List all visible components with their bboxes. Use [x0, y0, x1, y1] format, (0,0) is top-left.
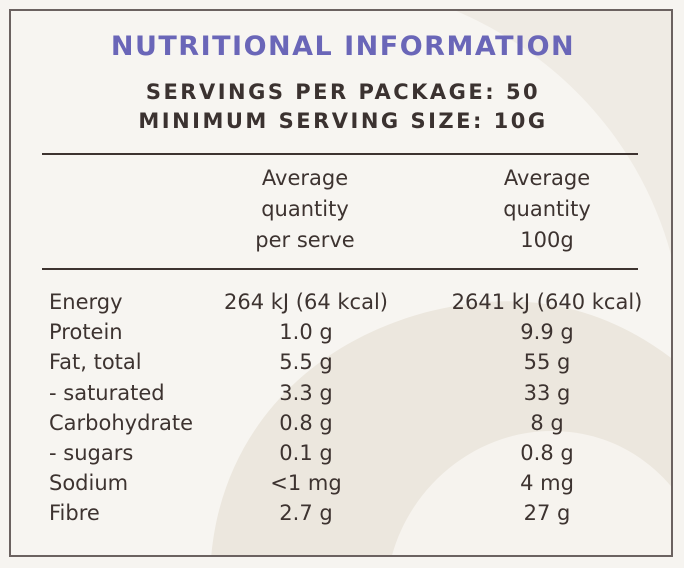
minimum-serving-size: MINIMUM SERVING SIZE: 10G	[138, 109, 548, 133]
column-header-line: quantity	[261, 197, 349, 221]
per-serve-value: <1 mg	[270, 471, 342, 496]
nutrient-label: - sugars	[49, 440, 134, 465]
per-100g-value: 55 g	[523, 350, 571, 375]
nutrient-label: - saturated	[49, 380, 165, 405]
per-100g-value: 4 mg	[520, 471, 574, 496]
table-top-divider	[42, 153, 638, 155]
column-header-line: Average	[503, 166, 591, 190]
per-100g-value: 9.9 g	[520, 320, 574, 345]
column-header-per-serve: Average quantity per serve	[212, 163, 398, 256]
per-serve-value: 0.8 g	[279, 410, 333, 435]
nutrition-table-body: Energy 264 kJ (64 kcal) 2641 kJ (640 kca…	[49, 287, 649, 529]
table-row-carbohydrate: Carbohydrate 0.8 g 8 g	[49, 408, 649, 438]
per-serve-value: 0.1 g	[279, 440, 333, 465]
per-serve-value: 2.7 g	[279, 501, 333, 526]
per-serve-value: 3.3 g	[279, 380, 333, 405]
page-title: NUTRITIONAL INFORMATION	[110, 31, 576, 62]
per-100g-value: 8 g	[530, 410, 564, 435]
nutrient-label: Protein	[49, 320, 123, 345]
per-100g-value: 33 g	[523, 380, 571, 405]
table-row-energy: Energy 264 kJ (64 kcal) 2641 kJ (640 kca…	[49, 287, 649, 317]
table-row-sugars: - sugars 0.1 g 0.8 g	[49, 438, 649, 468]
per-100g-value: 0.8 g	[520, 440, 574, 465]
nutrient-label: Fat, total	[49, 350, 142, 375]
column-header-line: per serve	[255, 228, 355, 252]
table-row-fibre: Fibre 2.7 g 27 g	[49, 498, 649, 528]
nutrient-label: Carbohydrate	[49, 410, 194, 435]
per-100g-value: 2641 kJ (640 kcal)	[451, 290, 643, 314]
table-row-sodium: Sodium <1 mg 4 mg	[49, 468, 649, 498]
table-row-protein: Protein 1.0 g 9.9 g	[49, 317, 649, 347]
column-header-line: 100g	[520, 228, 574, 252]
nutrient-label: Fibre	[49, 501, 100, 526]
servings-per-package: SERVINGS PER PACKAGE: 50	[145, 80, 541, 104]
nutrient-label: Energy	[49, 290, 123, 314]
per-serve-value: 264 kJ (64 kcal)	[224, 290, 388, 314]
per-serve-value: 5.5 g	[279, 350, 333, 375]
nutrient-label: Sodium	[49, 471, 129, 496]
column-header-line: quantity	[503, 197, 591, 221]
background-swirl-shape	[211, 11, 671, 555]
table-row-saturated: - saturated 3.3 g 33 g	[49, 378, 649, 408]
per-serve-value: 1.0 g	[279, 320, 333, 345]
table-row-fat-total: Fat, total 5.5 g 55 g	[49, 347, 649, 377]
table-header-divider	[42, 268, 638, 270]
column-header-line: Average	[261, 166, 349, 190]
column-header-per-100g: Average quantity 100g	[452, 163, 642, 256]
per-100g-value: 27 g	[523, 501, 571, 526]
nutrition-panel: NUTRITIONAL INFORMATION SERVINGS PER PAC…	[9, 9, 673, 557]
